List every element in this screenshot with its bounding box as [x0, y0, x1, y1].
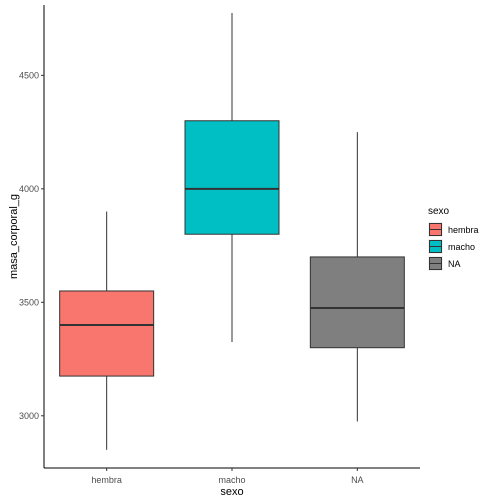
y-tick-label: 3500 — [19, 297, 39, 307]
box-iqr — [309, 256, 405, 349]
x-tick-label: NA — [351, 475, 364, 485]
legend-item-NA: NA — [428, 256, 461, 271]
x-tick-label: macho — [218, 475, 245, 485]
y-tick-label: 4000 — [19, 184, 39, 194]
y-axis-title: masa_corporal_g — [8, 194, 20, 279]
legend-title: sexo — [428, 206, 450, 217]
y-tick-label: 3000 — [19, 411, 39, 421]
legend-item-hembra: hembra — [428, 222, 479, 237]
box-iqr — [59, 290, 155, 377]
box-hembra — [59, 211, 155, 450]
legend-label: NA — [448, 259, 461, 269]
x-axis: hembra macho NA — [44, 467, 420, 485]
box-NA — [309, 132, 405, 422]
x-tick-label: hembra — [91, 475, 122, 485]
legend-label: macho — [448, 242, 475, 252]
legend-item-macho: macho — [428, 239, 475, 254]
plot-area — [59, 12, 405, 450]
box-macho — [184, 12, 280, 343]
legend: sexo hembra macho NA — [428, 206, 479, 271]
legend-label: hembra — [448, 225, 479, 235]
box-iqr — [184, 120, 280, 235]
x-axis-title: sexo — [220, 486, 243, 498]
y-axis: 3000 3500 4000 4500 — [19, 5, 45, 468]
y-tick-label: 4500 — [19, 70, 39, 80]
